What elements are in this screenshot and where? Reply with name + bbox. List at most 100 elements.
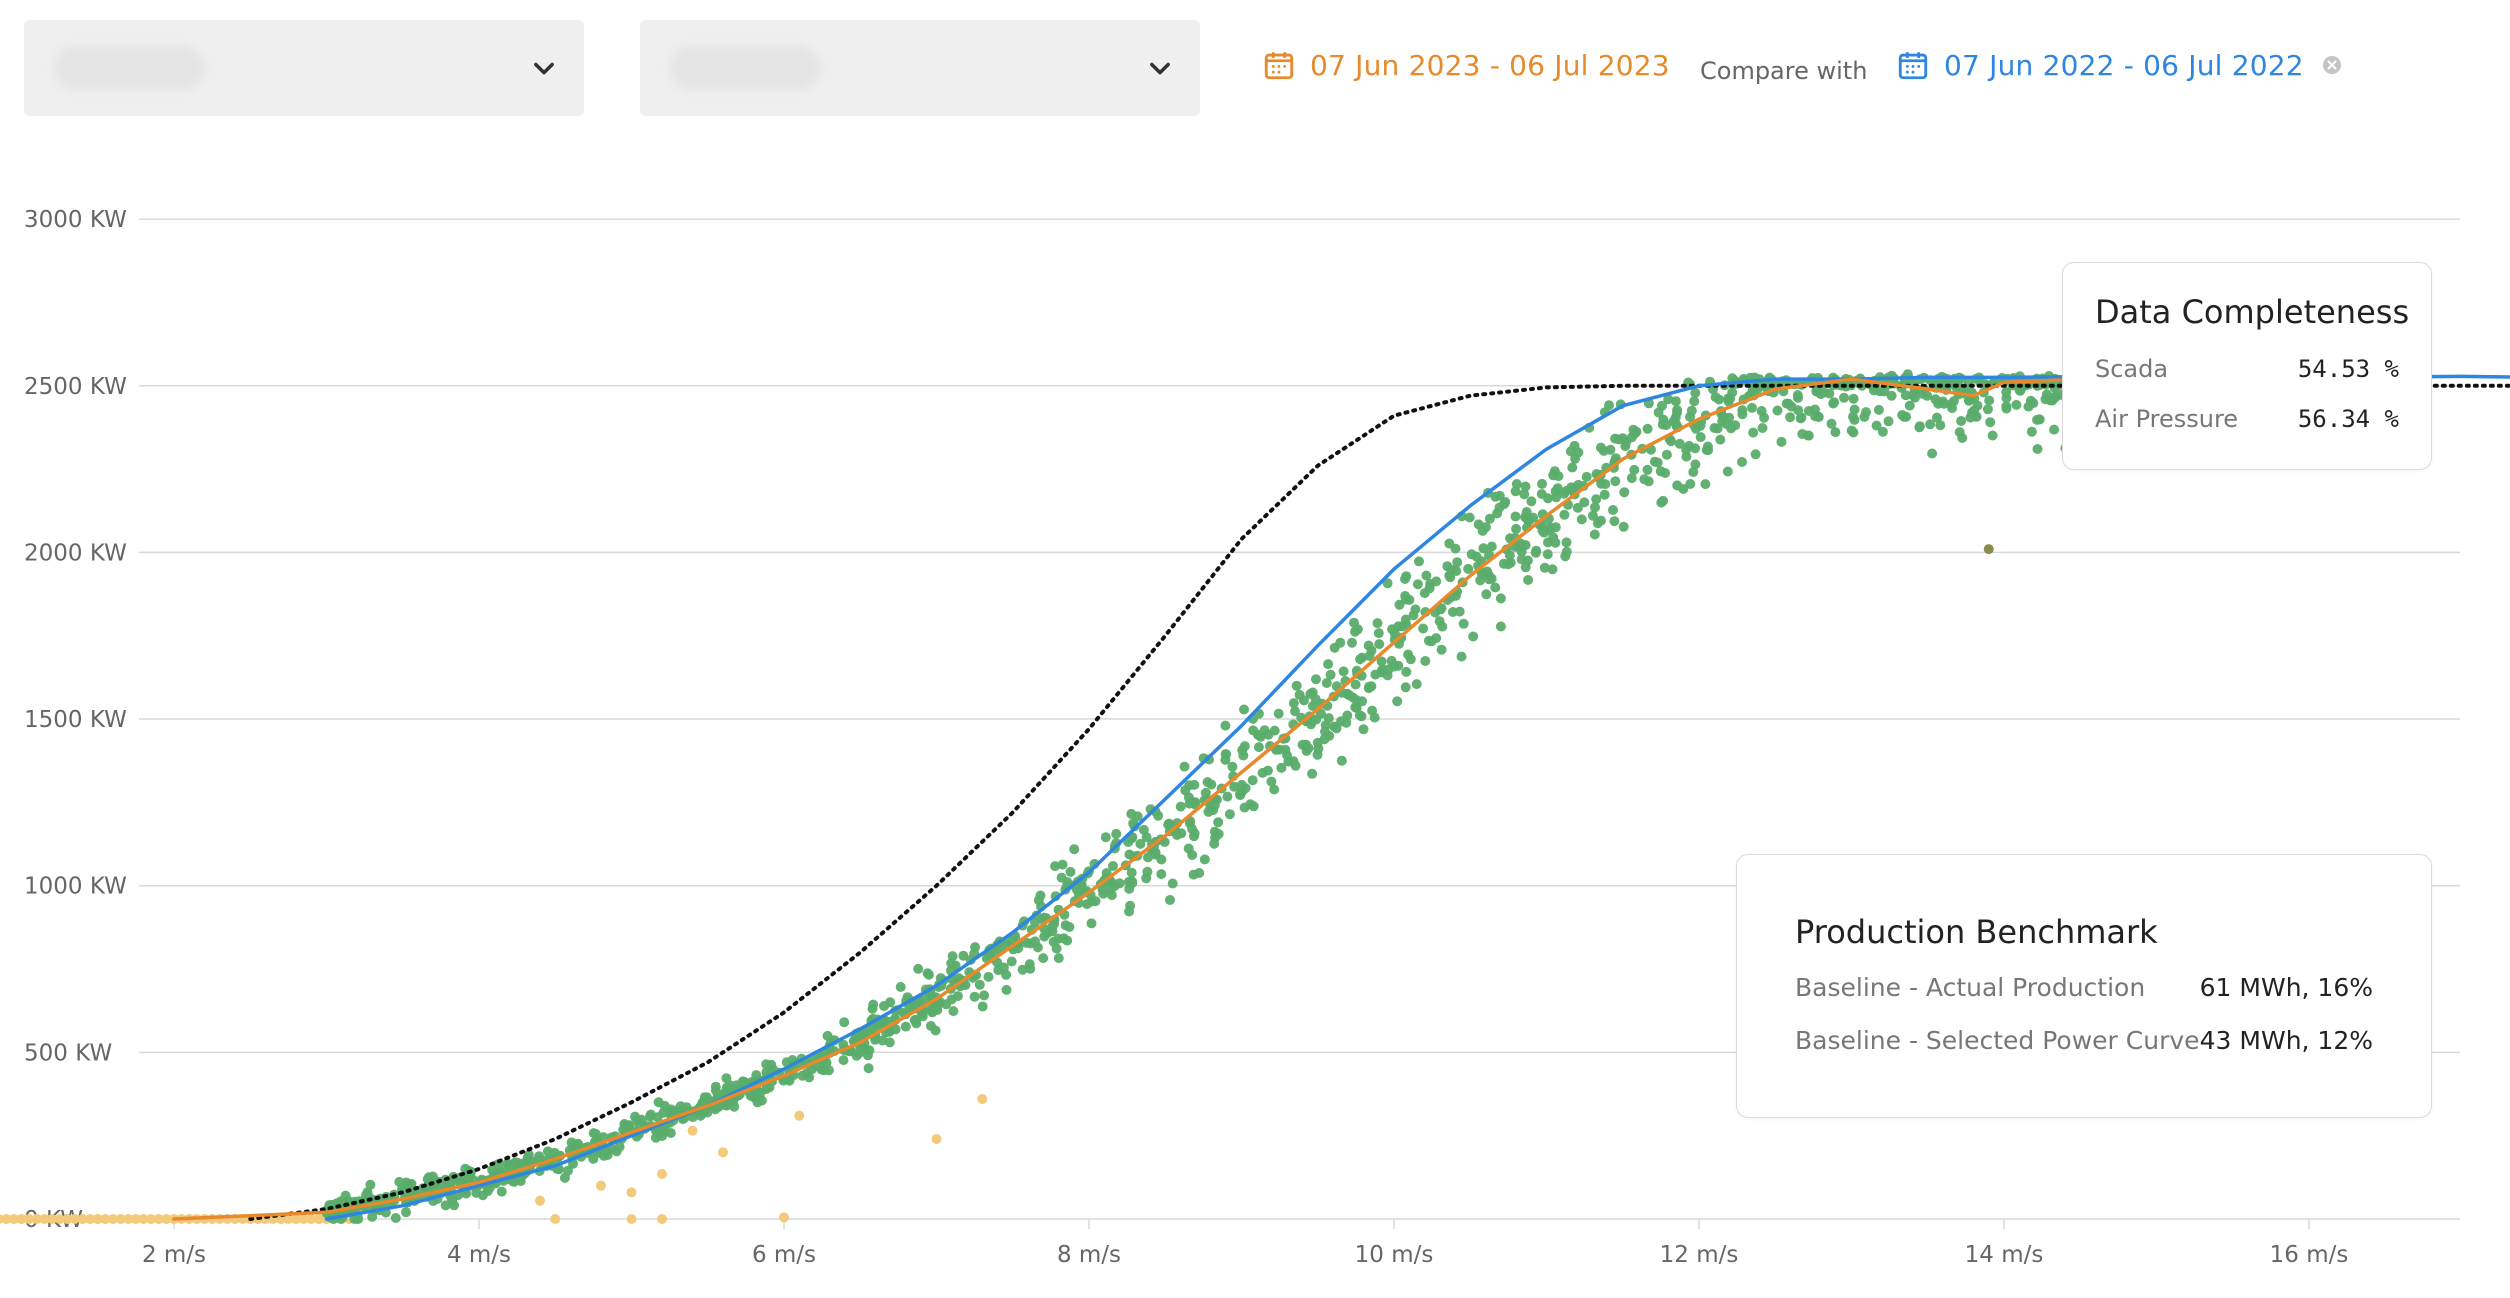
scatter-point <box>1722 466 1733 477</box>
scatter-point <box>1737 405 1748 416</box>
filtered-point <box>657 1169 667 1180</box>
scatter-point <box>1456 651 1467 662</box>
scatter-point <box>2034 414 2045 425</box>
scatter-point <box>1229 781 1240 792</box>
scatter-point <box>1596 478 1607 489</box>
scatter-point <box>1392 696 1403 707</box>
x-tick-label: 8 m/s <box>1057 1242 1121 1268</box>
filtered-point <box>54 1214 65 1224</box>
scatter-point <box>1468 631 1479 642</box>
scatter-point <box>1389 661 1400 672</box>
scatter-point <box>1220 754 1231 765</box>
scatter-point <box>1414 556 1424 567</box>
scatter-point <box>1672 480 1683 491</box>
scatter-point <box>1922 390 1933 401</box>
scatter-point <box>1276 762 1287 773</box>
scatter-point <box>652 1112 663 1123</box>
scatter-point <box>752 1089 763 1099</box>
scatter-point <box>838 1055 849 1066</box>
scatter-point <box>816 1064 827 1075</box>
scatter-point <box>1405 654 1416 665</box>
filtered-point <box>47 1214 57 1224</box>
scatter-point <box>1374 639 1385 650</box>
scatter-point <box>1639 474 1650 485</box>
scatter-point <box>1871 420 1882 431</box>
turbine-dropdown[interactable] <box>640 20 1200 116</box>
scatter-point <box>1830 427 1841 438</box>
scatter-point <box>1629 464 1640 475</box>
compare-date-range[interactable]: 07 Jun 2022 - 06 Jul 2022 <box>1896 48 2342 82</box>
scatter-point <box>1039 931 1050 942</box>
scatter-point <box>1358 724 1369 735</box>
scatter-point <box>1035 890 1046 901</box>
scatter-point <box>1877 426 1888 437</box>
x-tick-label: 10 m/s <box>1355 1242 1434 1268</box>
scatter-point <box>659 1100 670 1111</box>
scatter-point <box>1613 434 1624 445</box>
completeness-row-air-pressure: Air Pressure 56.34 % <box>2095 405 2399 433</box>
completeness-row-scada: Scada 54.53 % <box>2095 355 2399 383</box>
x-tick-label: 6 m/s <box>752 1242 816 1268</box>
filtered-point <box>115 1214 126 1224</box>
scatter-point <box>1956 416 1967 426</box>
clear-icon[interactable] <box>2322 55 2342 75</box>
scatter-point <box>1618 521 1629 532</box>
scatter-point <box>1685 479 1696 489</box>
scatter-point <box>1714 394 1724 405</box>
scatter-point <box>1253 729 1264 740</box>
scatter-point <box>1411 679 1422 690</box>
row-label: Air Pressure <box>2095 405 2239 433</box>
scatter-point <box>1690 387 1701 398</box>
site-dropdown[interactable] <box>24 20 584 116</box>
scatter-point <box>1590 502 1600 513</box>
scatter-point <box>1237 745 1248 756</box>
scatter-point <box>1793 405 1804 416</box>
filtered-point <box>306 1214 317 1224</box>
scatter-point <box>863 1063 874 1074</box>
scatter-point <box>1387 624 1398 635</box>
scatter-point <box>1351 695 1362 705</box>
scatter-point <box>1213 817 1224 828</box>
scatter-point <box>879 1001 889 1011</box>
curves <box>172 374 2510 1221</box>
filtered-point <box>687 1125 698 1136</box>
scatter-point <box>1050 861 1061 872</box>
scatter-point <box>1672 407 1682 418</box>
scatter-point <box>1239 704 1249 715</box>
scatter-point <box>1982 404 1993 415</box>
scatter-point <box>1573 479 1584 490</box>
scatter-point <box>1519 489 1530 500</box>
y-tick-label: 2000 KW <box>24 540 127 566</box>
scatter-point <box>1660 468 1671 478</box>
scatter-point <box>1826 418 1837 429</box>
filtered-point <box>108 1214 118 1224</box>
scatter-point <box>1199 854 1210 865</box>
scatter-point <box>1925 419 1936 430</box>
scatter-point <box>1240 783 1251 794</box>
scatter-point <box>1124 906 1135 917</box>
primary-date-range[interactable]: 07 Jun 2023 - 06 Jul 2023 <box>1262 48 1670 82</box>
scatter-point <box>1305 688 1316 699</box>
scatter-point <box>2049 424 2060 435</box>
scatter-point <box>1599 489 1610 500</box>
scatter-point <box>1910 392 1920 403</box>
filtered-point <box>794 1110 805 1121</box>
scatter-point <box>1756 406 1767 416</box>
scatter-point <box>983 971 994 982</box>
scatter-point <box>1114 878 1125 889</box>
scatter-point <box>1542 493 1553 504</box>
scatter-point <box>1202 777 1213 788</box>
filtered-point <box>718 1147 728 1158</box>
filtered-point <box>779 1212 789 1223</box>
row-label: Baseline - Selected Power Curve <box>1795 1026 2200 1055</box>
scatter-point <box>1642 464 1653 475</box>
scatter-point <box>721 1073 732 1084</box>
chevron-down-icon <box>534 62 554 75</box>
x-tick-label: 14 m/s <box>1965 1242 2044 1268</box>
benchmark-row-actual: Baseline - Actual Production 61 MWh, 16% <box>1795 973 2373 1002</box>
scatter-point <box>2011 399 2022 410</box>
scatter-point <box>1670 396 1681 407</box>
scatter-point <box>1914 421 1925 432</box>
scatter-point <box>1290 706 1300 717</box>
